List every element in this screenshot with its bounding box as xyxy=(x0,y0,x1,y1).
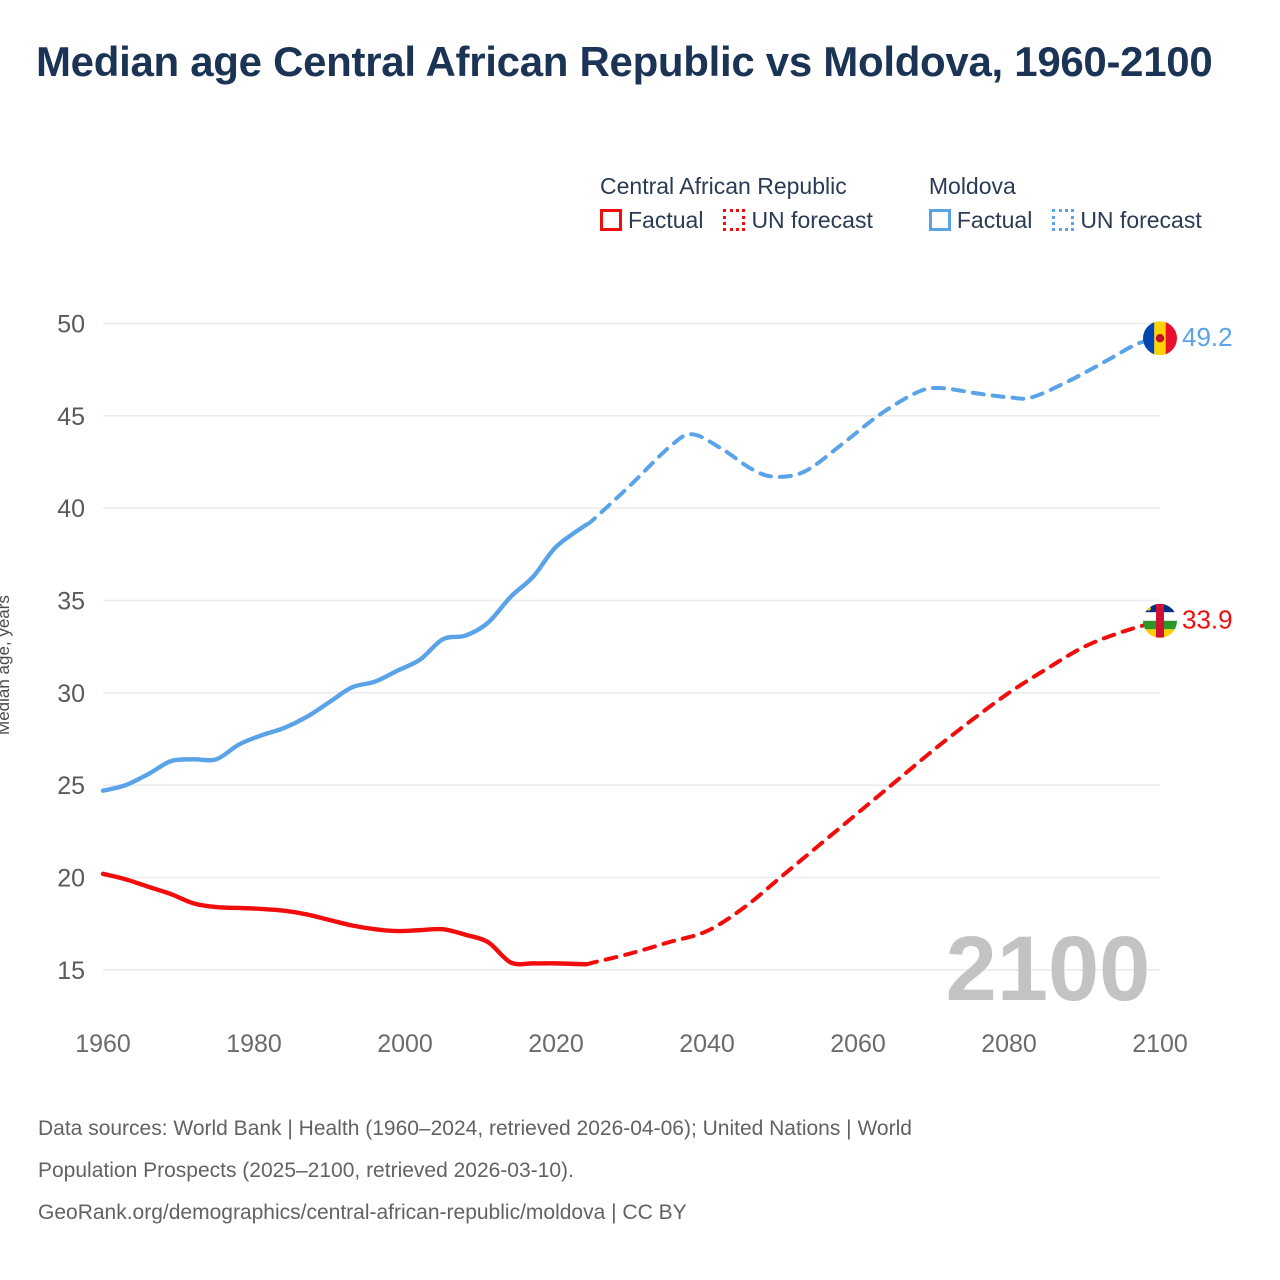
x-axis-tick-label: 1960 xyxy=(75,1030,131,1058)
x-axis-tick-label: 2020 xyxy=(528,1030,584,1058)
legend-swatch-solid-blue-icon xyxy=(928,209,951,232)
y-axis-tick-label: 40 xyxy=(57,495,85,523)
legend-item-moldova-factual[interactable]: Factual xyxy=(928,206,1033,234)
y-axis-tick-label: 25 xyxy=(57,772,85,800)
moldova-flag-icon xyxy=(1143,321,1177,356)
x-axis-tick-label: 2040 xyxy=(679,1030,735,1058)
chart-legend: Central African Republic Factual UN fore… xyxy=(600,172,1260,234)
endpoint-markers: 49.2 33.9 xyxy=(1143,321,1233,638)
series-line-central-african-republic-forecast xyxy=(584,618,1162,967)
line-chart: 15 20 25 30 35 40 45 50 1960 1980 2000 2020 2040 206… xyxy=(57,310,1233,1058)
footer-line-3: GeoRank.org/demographics/central-african… xyxy=(38,1201,687,1225)
legend-group-title-car: Central African Republic xyxy=(600,173,847,199)
legend-swatch-solid-red-icon xyxy=(600,209,622,232)
legend-label-moldova-forecast: UN forecast xyxy=(1080,206,1202,233)
gridlines xyxy=(103,322,1160,971)
series-lines xyxy=(100,336,1162,967)
legend-swatch-dotted-blue-icon xyxy=(1052,209,1075,232)
legend-item-car-forecast[interactable]: UN forecast xyxy=(723,206,873,234)
legend-group-moldova: Moldova Factual UN forecast xyxy=(928,172,1202,234)
endpoint-value-moldova: 49.2 xyxy=(1182,322,1233,352)
x-axis-tick-label: 2080 xyxy=(981,1030,1037,1058)
endpoint-value-central-african-republic: 33.9 xyxy=(1182,605,1233,635)
legend-label-car-forecast: UN forecast xyxy=(751,206,873,233)
footer-line-1: Data sources: World Bank | Health (1960–… xyxy=(38,1117,912,1140)
legend-label-car-factual: Factual xyxy=(628,206,704,233)
y-axis-tick-label: 50 xyxy=(57,310,85,338)
y-axis-tick-label: 45 xyxy=(57,403,85,431)
legend-item-moldova-forecast[interactable]: UN forecast xyxy=(1052,206,1202,234)
plot-area: Median age, years 15 20 25 30 35 40 45 50 1960 1… xyxy=(0,255,1280,1090)
footer-line-2: Population Prospects (2025–2100, retriev… xyxy=(38,1159,574,1183)
y-axis-tick-label: 20 xyxy=(57,865,85,893)
series-line-moldova-factual xyxy=(100,522,589,793)
y-axis-tick-label: 35 xyxy=(57,587,85,615)
series-line-moldova-forecast xyxy=(584,336,1162,527)
x-axis-tick-label: 2100 xyxy=(1132,1030,1188,1058)
y-axis-tick-label: 15 xyxy=(57,957,85,985)
series-line-central-african-republic-factual xyxy=(100,871,589,967)
y-axis-tick-label: 30 xyxy=(57,680,85,708)
x-axis-tick-label: 2000 xyxy=(377,1030,433,1058)
y-axis-title: Median age, years xyxy=(0,595,13,735)
page-title: Median age Central African Republic vs M… xyxy=(36,38,1213,85)
x-axis-ticks: 1960 1980 2000 2020 2040 2060 2080 2100 xyxy=(75,1030,1188,1058)
y-axis-ticks: 15 20 25 30 35 40 45 50 xyxy=(57,310,85,984)
legend-swatch-dotted-red-icon xyxy=(723,209,746,232)
x-axis-tick-label: 1980 xyxy=(226,1030,282,1058)
legend-group-title-moldova: Moldova xyxy=(928,173,1016,199)
legend-label-moldova-factual: Factual xyxy=(956,206,1033,233)
footer-sources: Data sources: World Bank | Health (1960–… xyxy=(38,1112,1178,1230)
central-african-republic-flag-icon xyxy=(1143,603,1177,638)
legend-item-car-factual[interactable]: Factual xyxy=(600,207,703,234)
watermark-year: 2100 xyxy=(946,918,1151,1020)
x-axis-tick-label: 2060 xyxy=(830,1030,886,1058)
legend-group-car: Central African Republic Factual UN fore… xyxy=(600,172,873,234)
